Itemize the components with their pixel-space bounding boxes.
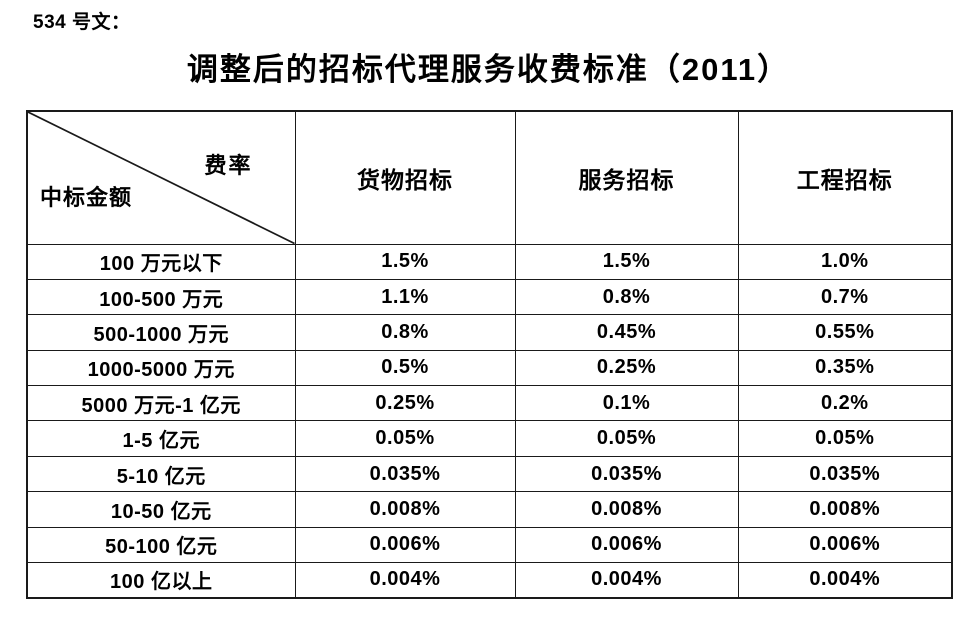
amount-cell: 5-10 亿元: [26, 455, 296, 493]
table-row: 100-500 万元 1.1% 0.8% 0.7%: [26, 278, 953, 316]
corner-label-rate: 费率: [204, 153, 253, 178]
amount-cell: 1-5 亿元: [26, 420, 296, 457]
amount-cell: 100 万元以下: [26, 243, 296, 280]
engineering-rate-cell: 0.2%: [737, 385, 953, 422]
goods-rate-cell: 0.004%: [294, 562, 516, 599]
engineering-rate-cell: 0.05%: [737, 420, 953, 457]
amount-cell: 10-50 亿元: [26, 491, 296, 528]
services-rate-cell: 0.1%: [514, 385, 739, 422]
engineering-rate-cell: 0.006%: [737, 526, 953, 564]
engineering-rate-cell: 0.008%: [737, 491, 953, 528]
amount-cell: 100-500 万元: [26, 278, 296, 316]
engineering-rate-cell: 0.7%: [737, 278, 953, 316]
amount-cell: 500-1000 万元: [26, 314, 296, 351]
amount-cell: 5000 万元-1 亿元: [26, 385, 296, 422]
engineering-rate-cell: 0.55%: [737, 314, 953, 351]
goods-rate-cell: 0.05%: [294, 420, 516, 457]
table-row: 100 亿以上 0.004% 0.004% 0.004%: [26, 562, 953, 599]
goods-rate-cell: 1.5%: [294, 243, 516, 280]
column-header-engineering: 工程招标: [737, 110, 953, 245]
diagonal-divider: [28, 112, 295, 244]
doc-number: 534 号文：: [33, 12, 131, 33]
goods-rate-cell: 0.006%: [294, 526, 516, 564]
table-row: 5-10 亿元 0.035% 0.035% 0.035%: [26, 455, 953, 493]
amount-cell: 100 亿以上: [26, 562, 296, 599]
corner-label-amount: 中标金额: [40, 184, 133, 210]
header-row: 费率 中标金额 货物招标 服务招标 工程招标: [26, 110, 953, 245]
services-rate-cell: 0.004%: [514, 562, 739, 599]
corner-header-cell: 费率 中标金额: [26, 110, 296, 245]
services-rate-cell: 0.035%: [514, 455, 739, 493]
services-rate-cell: 0.008%: [514, 491, 739, 528]
table-row: 1000-5000 万元 0.5% 0.25% 0.35%: [26, 349, 953, 387]
table-row: 5000 万元-1 亿元 0.25% 0.1% 0.2%: [26, 385, 953, 422]
table-row: 50-100 亿元 0.006% 0.006% 0.006%: [26, 526, 953, 564]
services-rate-cell: 0.05%: [514, 420, 739, 457]
table-row: 10-50 亿元 0.008% 0.008% 0.008%: [26, 491, 953, 528]
engineering-rate-cell: 0.004%: [737, 562, 953, 599]
services-rate-cell: 0.25%: [514, 349, 739, 387]
goods-rate-cell: 0.008%: [294, 491, 516, 528]
column-header-services: 服务招标: [514, 110, 739, 245]
table-row: 100 万元以下 1.5% 1.5% 1.0%: [26, 243, 953, 280]
engineering-rate-cell: 0.35%: [737, 349, 953, 387]
column-header-goods: 货物招标: [294, 110, 516, 245]
fee-table: 费率 中标金额 货物招标 服务招标 工程招标 100 万元以下 1.5% 1.5…: [26, 110, 953, 599]
page-title: 调整后的招标代理服务收费标准（2011）: [186, 52, 791, 87]
services-rate-cell: 0.45%: [514, 314, 739, 351]
goods-rate-cell: 1.1%: [294, 278, 516, 316]
goods-rate-cell: 0.25%: [294, 385, 516, 422]
table-row: 1-5 亿元 0.05% 0.05% 0.05%: [26, 420, 953, 457]
goods-rate-cell: 0.5%: [294, 349, 516, 387]
engineering-rate-cell: 1.0%: [737, 243, 953, 280]
goods-rate-cell: 0.035%: [294, 455, 516, 493]
goods-rate-cell: 0.8%: [294, 314, 516, 351]
table-row: 500-1000 万元 0.8% 0.45% 0.55%: [26, 314, 953, 351]
services-rate-cell: 0.8%: [514, 278, 739, 316]
amount-cell: 1000-5000 万元: [26, 349, 296, 387]
amount-cell: 50-100 亿元: [26, 526, 296, 564]
services-rate-cell: 1.5%: [514, 243, 739, 280]
engineering-rate-cell: 0.035%: [737, 455, 953, 493]
services-rate-cell: 0.006%: [514, 526, 739, 564]
